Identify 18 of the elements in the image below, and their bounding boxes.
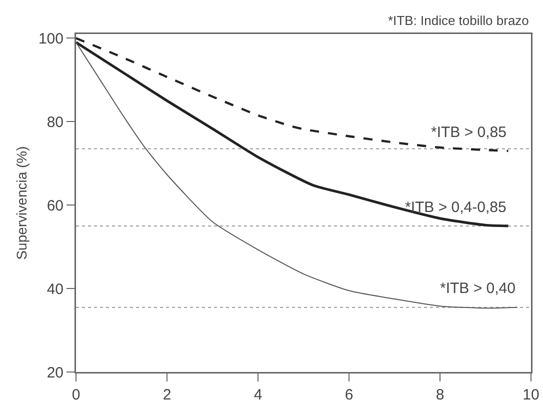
text: *ITB: Indice tobillo brazo: [388, 13, 529, 28]
series-label: *ITB > 0,40: [440, 280, 516, 297]
y-axis-title: Supervivencia (%): [13, 146, 30, 260]
y-tick-label: 20: [46, 364, 64, 382]
y-tick-label: 60: [46, 197, 64, 214]
y-tick-label: 40: [46, 280, 64, 298]
x-tick-label: 4: [254, 386, 262, 404]
x-tick-label: 2: [162, 386, 172, 404]
series-label: *ITB > 0,4-0,85: [405, 199, 506, 216]
line-series: [76, 41, 510, 228]
y-tick-label: 80: [46, 114, 64, 131]
x-tick-label: 10: [522, 386, 540, 404]
series-label: *ITB > 0,85: [431, 124, 506, 141]
x-tick-label: 6: [344, 386, 354, 404]
x-tick-label: 0: [72, 386, 80, 404]
line-series: [76, 42, 518, 309]
x-tick-label: 8: [436, 386, 444, 404]
y-tick-label: 100: [38, 30, 64, 48]
